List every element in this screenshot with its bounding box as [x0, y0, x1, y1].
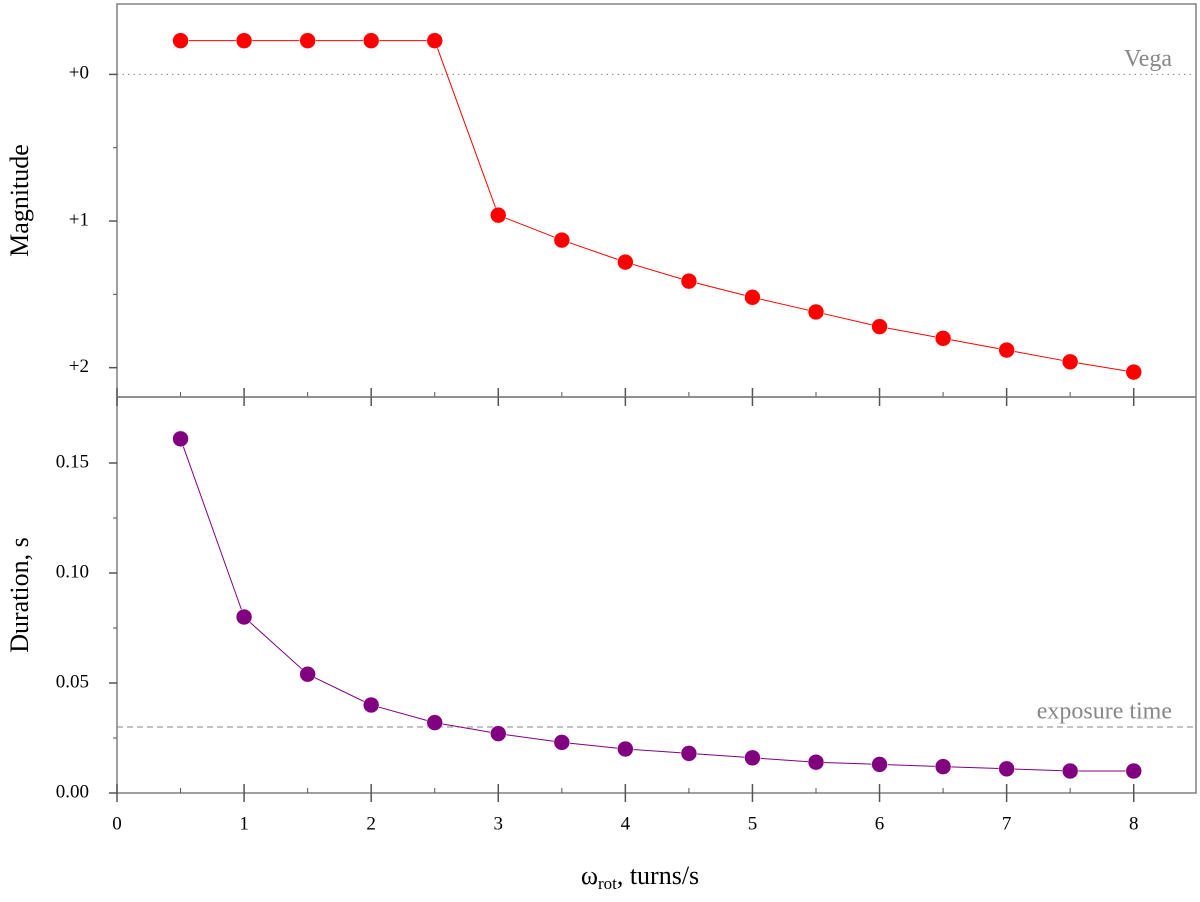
- x-tick-label: 5: [748, 813, 758, 834]
- data-point: [744, 749, 761, 767]
- data-point: [1061, 353, 1079, 371]
- data-point: [172, 32, 189, 49]
- x-axis-label: ωrot, turns/s: [581, 861, 699, 893]
- data-point: [1061, 762, 1079, 780]
- data-point: [553, 231, 571, 249]
- data-point: [490, 206, 507, 224]
- reference-label: Vega: [1124, 46, 1172, 72]
- reference-label: exposure time: [1037, 699, 1172, 725]
- y-tick-label: 0.10: [56, 561, 89, 582]
- data-point: [1125, 762, 1142, 780]
- data-point: [299, 665, 316, 683]
- x-tick-label: 1: [239, 813, 249, 834]
- series-line: [180, 438, 1134, 772]
- data-point: [362, 696, 380, 714]
- x-tick-label: 8: [1129, 813, 1139, 834]
- plot-frame: [116, 396, 1197, 794]
- y-tick-label: 0.05: [56, 671, 89, 692]
- data-point: [934, 330, 952, 347]
- data-point: [553, 734, 571, 751]
- y-axis-label: Magnitude: [5, 144, 34, 257]
- data-point: [299, 32, 316, 49]
- data-point: [998, 760, 1015, 778]
- x-tick-label: 7: [1002, 813, 1012, 834]
- x-tick-label: 3: [494, 813, 504, 834]
- x-tick-label: 4: [621, 813, 631, 834]
- data-point: [807, 753, 825, 771]
- data-point: [1125, 363, 1142, 381]
- x-label-text: , turns/s: [617, 861, 699, 890]
- x-tick-label: 0: [112, 813, 122, 834]
- data-point: [235, 32, 253, 49]
- data-point: [426, 32, 443, 49]
- series-line: [180, 40, 1134, 373]
- data-point: [235, 608, 253, 626]
- data-point: [680, 745, 698, 762]
- plot-frame: [116, 3, 1197, 398]
- x-tick-label: 6: [875, 813, 885, 834]
- data-point: [362, 32, 380, 49]
- data-point: [172, 430, 189, 448]
- y-axis-label: Duration, s: [5, 537, 34, 653]
- y-tick-label: 0.15: [56, 451, 89, 472]
- data-point: [744, 289, 761, 306]
- y-tick-label: +1: [69, 209, 89, 230]
- data-point: [871, 756, 888, 773]
- data-point: [807, 303, 825, 321]
- x-label-subscript: rot: [598, 874, 617, 893]
- y-tick-label: 0.00: [56, 781, 89, 802]
- data-point: [490, 725, 507, 742]
- data-point: [871, 318, 888, 335]
- data-point: [934, 758, 952, 775]
- y-tick-label: +2: [69, 356, 89, 377]
- data-point: [617, 253, 634, 271]
- data-point: [998, 341, 1015, 359]
- data-point: [617, 740, 634, 758]
- y-tick-label: +0: [69, 63, 89, 84]
- data-point: [680, 272, 698, 290]
- x-label-symbol: ω: [581, 861, 598, 890]
- data-point: [426, 714, 443, 731]
- x-tick-label: 2: [366, 813, 376, 834]
